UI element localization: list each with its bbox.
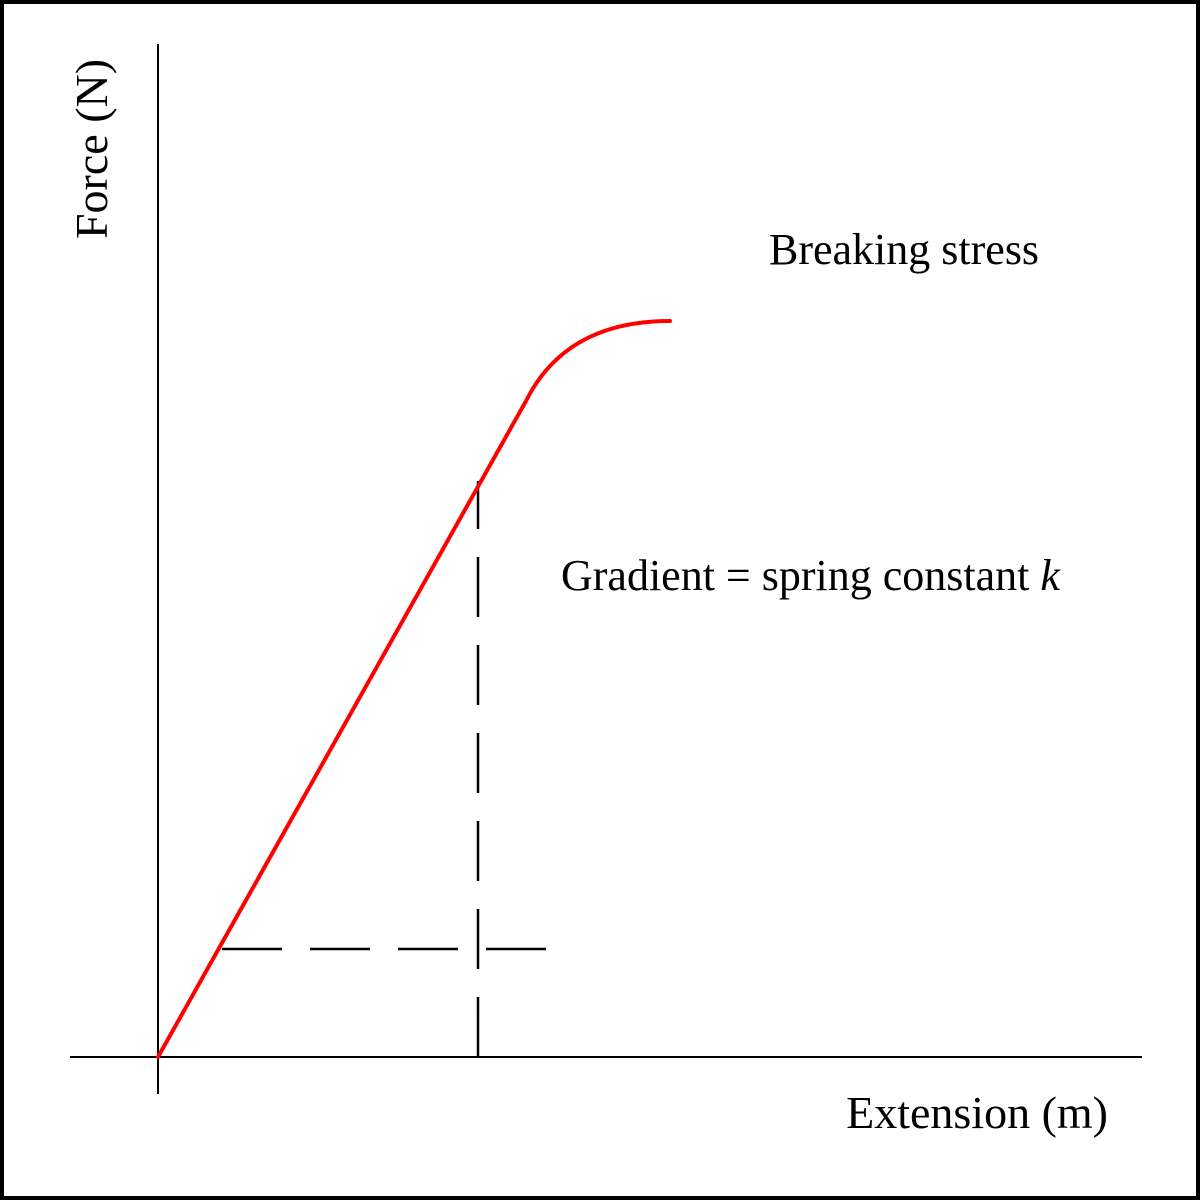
force-extension-series	[156, 319, 672, 1059]
y-axis-label: Force (N)	[66, 58, 117, 240]
breaking-stress-annotation: Breaking stress	[769, 225, 1040, 274]
gradient-annotation-text: Gradient = spring constant	[561, 551, 1041, 600]
spring-constant-symbol: k	[1040, 551, 1060, 600]
x-axis-label: Extension (m)	[846, 1087, 1108, 1138]
gradient-annotation: Gradient = spring constant k	[561, 554, 1060, 598]
force-extension-graph	[70, 44, 1142, 1094]
series-1-line	[156, 319, 672, 1059]
gradient-triangle	[222, 481, 574, 1057]
